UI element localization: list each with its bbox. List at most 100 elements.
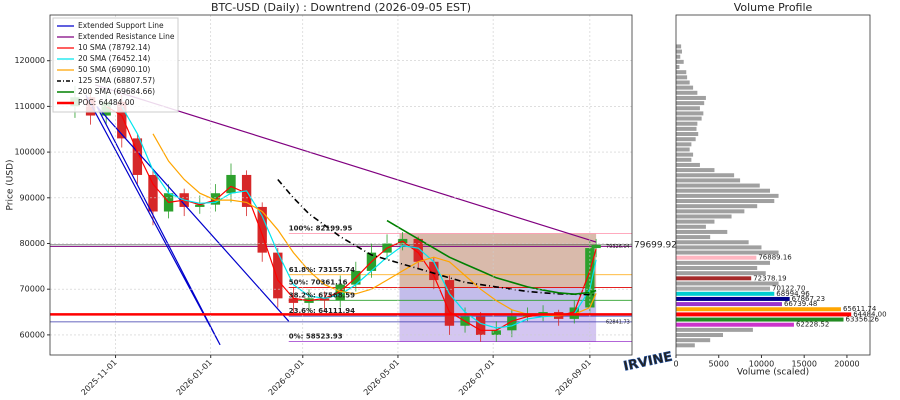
level-label: 65611.74 [843,305,877,313]
y-axis-label: Price (USD) [6,159,16,210]
volume-bar [676,49,682,54]
candle-body [507,316,517,331]
candle-body [148,174,158,212]
legend-label: POC: 64484.00 [78,98,135,107]
fib-label: 23.6%: 64111.94 [289,307,355,315]
x-axis-label: Volume (scaled) [737,368,809,378]
volume-bar [676,302,782,307]
x-tick-label: 5000 [709,360,729,369]
volume-bar [676,322,794,327]
volume-bar [676,271,766,276]
volume-bar [676,209,745,214]
volume-bar [676,333,724,338]
volume-bar [676,106,700,111]
legend-label: 50 SMA (69090.10) [78,65,150,74]
volume-bar [676,116,702,121]
candle-body [335,284,345,301]
volume-bar [676,44,682,49]
volume-bar [676,338,711,343]
volume-bar [676,90,698,95]
volume-bar [676,178,741,183]
candle-body [413,238,423,262]
volume-bar [676,65,680,70]
legend-label: 200 SMA (69684.66) [78,87,155,96]
candle-body [475,316,486,335]
candle-body [257,206,267,253]
volume-bar [676,214,732,219]
volume-bar [676,260,771,265]
candle-body [585,248,595,308]
legend-label: 20 SMA (76452.14) [78,54,150,63]
price-line-label: 79699.92 [634,240,677,250]
volume-bar [676,137,696,142]
y-tick-label: 70000 [20,285,45,294]
fib-label: 100%: 82199.95 [289,224,353,232]
fib-label: 38.2%: 67568.59 [289,291,355,299]
volume-bar [676,235,711,240]
x-tick-label: 2026-09-01 [554,358,593,397]
volume-bar [676,240,749,245]
series-line [121,106,597,329]
volume-bar [676,229,728,234]
x-tick-label: 2026-07-01 [457,358,496,397]
volume-bar [676,101,705,106]
legend-label: 125 SMA (68807.57) [78,76,155,85]
legend-label: Extended Resistance Line [78,32,175,41]
x-tick-label: 2026-01-01 [175,358,214,397]
volume-bar [676,296,790,301]
legend-box [52,17,179,113]
x-tick-label: 2026-03-01 [267,358,306,397]
candle-body [288,298,299,303]
y-tick-label: 110000 [14,102,45,111]
volume-bar [676,327,753,332]
y-tick-label: 100000 [14,148,45,157]
chart-title: BTC-USD (Daily) : Downtrend (2026-09-05 … [211,1,471,14]
candle-body [444,280,455,326]
volume-bar [676,59,684,64]
watermark: IRVINE [622,350,674,375]
y-tick-label: 90000 [20,193,45,202]
volume-bar [676,70,687,75]
volume-bar [676,199,775,204]
level-label: 63356.26 [846,316,880,324]
volume-bar [676,132,699,137]
volume-bar [676,126,697,131]
legend-label: 10 SMA (78792.14) [78,43,150,52]
x-tick-label: 20000 [834,360,859,369]
volume-bar [676,95,706,100]
x-tick-label: 15000 [791,360,816,369]
x-tick-label: 2025-11-01 [79,358,118,397]
level-label: 67867.23 [792,295,825,303]
level-label: 68994.96 [776,290,810,298]
fib-label: 61.8%: 73155.74 [289,266,355,274]
candle-body [132,138,143,175]
volume-bar [676,276,752,281]
volume-bar [676,188,771,193]
volume-bar [676,312,852,317]
volume-bar [676,162,700,167]
series-line [85,94,290,346]
candle-body [429,261,439,281]
legend-label: Extended Support Line [78,21,164,30]
y-tick-label: 80000 [20,239,45,248]
series-line [386,219,597,296]
volume-bar [676,255,757,260]
volume-bar [676,142,692,147]
plot-area [50,84,632,346]
level-label: 72378.19 [753,274,786,282]
volume-bar [676,75,688,80]
volume-bar [676,85,694,90]
volume-bar [676,54,681,59]
x-tick-label: 2026-05-01 [362,358,401,397]
y-tick-label: 120000 [14,56,45,65]
volume-bar [676,204,758,209]
level-label: 62228.52 [796,321,829,329]
volume-bar [676,317,844,322]
volume-bar [676,343,695,348]
candle-body [195,204,205,207]
volume-bar [676,121,698,126]
candle-body [591,244,601,249]
candle-body [117,101,127,139]
volume-bar [676,193,779,198]
